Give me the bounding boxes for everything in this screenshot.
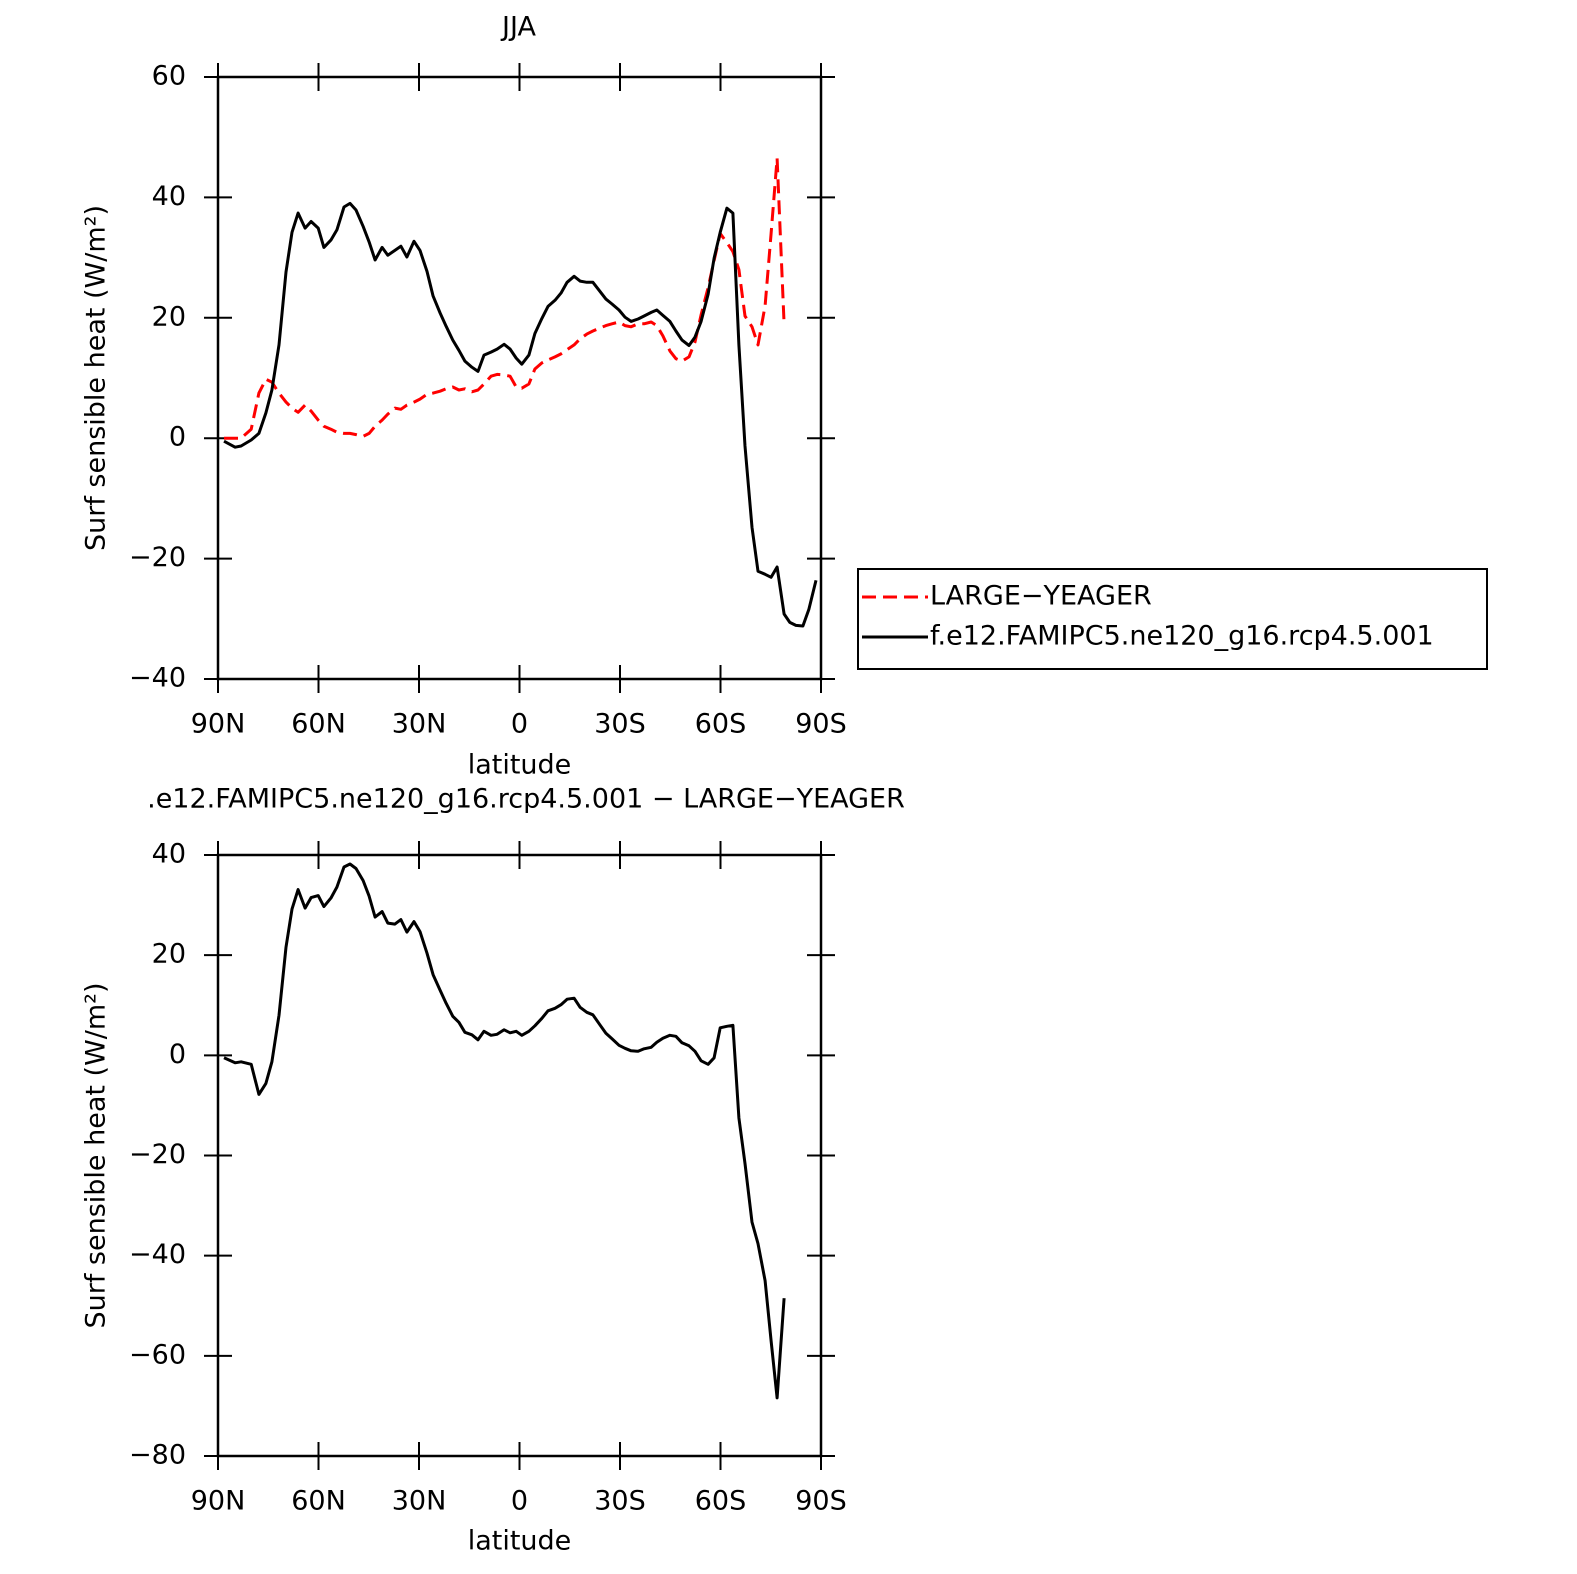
y-tick-label: 20 — [152, 301, 186, 332]
x-axis-label: latitude — [468, 750, 572, 781]
plot-frame — [216, 75, 823, 681]
y-tick-label: 60 — [152, 61, 186, 92]
x-tick-label: 90N — [191, 709, 246, 740]
x-tick-label: 60N — [291, 1486, 346, 1517]
x-tick-label: 90N — [191, 1486, 246, 1517]
x-tick-label: 30S — [594, 1486, 646, 1517]
legend-label: LARGE−YEAGER — [930, 581, 1152, 612]
x-tick-label: 30N — [392, 709, 447, 740]
y-tick-label: 40 — [152, 839, 186, 870]
legend-label: f.e12.FAMIPC5.ne120_g16.rcp4.5.001 — [930, 621, 1434, 652]
legend-box — [857, 568, 1488, 670]
y-tick-label: −20 — [129, 542, 186, 573]
x-tick-label: 30N — [392, 1486, 447, 1517]
y-axis-label: Surf sensible heat (W/m²) — [81, 982, 112, 1328]
x-tick-label: 60S — [695, 709, 747, 740]
x-tick-label: 90S — [795, 1486, 847, 1517]
x-tick-label: 0 — [511, 709, 528, 740]
data-line — [224, 156, 786, 440]
x-tick-label: 90S — [795, 709, 847, 740]
x-tick-label: 30S — [594, 709, 646, 740]
y-tick-label: −20 — [129, 1139, 186, 1170]
data-line — [223, 862, 786, 1400]
x-tick-label: 60N — [291, 709, 346, 740]
y-tick-label: −40 — [129, 663, 186, 694]
chart-title: JJA — [500, 12, 536, 43]
y-tick-label: 0 — [169, 1039, 186, 1070]
y-tick-label: 0 — [169, 422, 186, 453]
y-tick-label: 20 — [152, 939, 186, 970]
x-tick-label: 60S — [695, 1486, 747, 1517]
y-axis-label: Surf sensible heat (W/m²) — [81, 205, 112, 551]
x-tick-label: 0 — [511, 1486, 528, 1517]
y-tick-label: −80 — [129, 1440, 186, 1471]
plot-frame — [216, 853, 823, 1458]
y-tick-label: 40 — [152, 181, 186, 212]
y-tick-label: −60 — [129, 1339, 186, 1370]
y-tick-label: −40 — [129, 1239, 186, 1270]
data-line — [223, 201, 818, 628]
chart-title: .e12.FAMIPC5.ne120_g16.rcp4.5.001 − LARG… — [147, 784, 905, 815]
x-axis-label: latitude — [468, 1526, 572, 1557]
